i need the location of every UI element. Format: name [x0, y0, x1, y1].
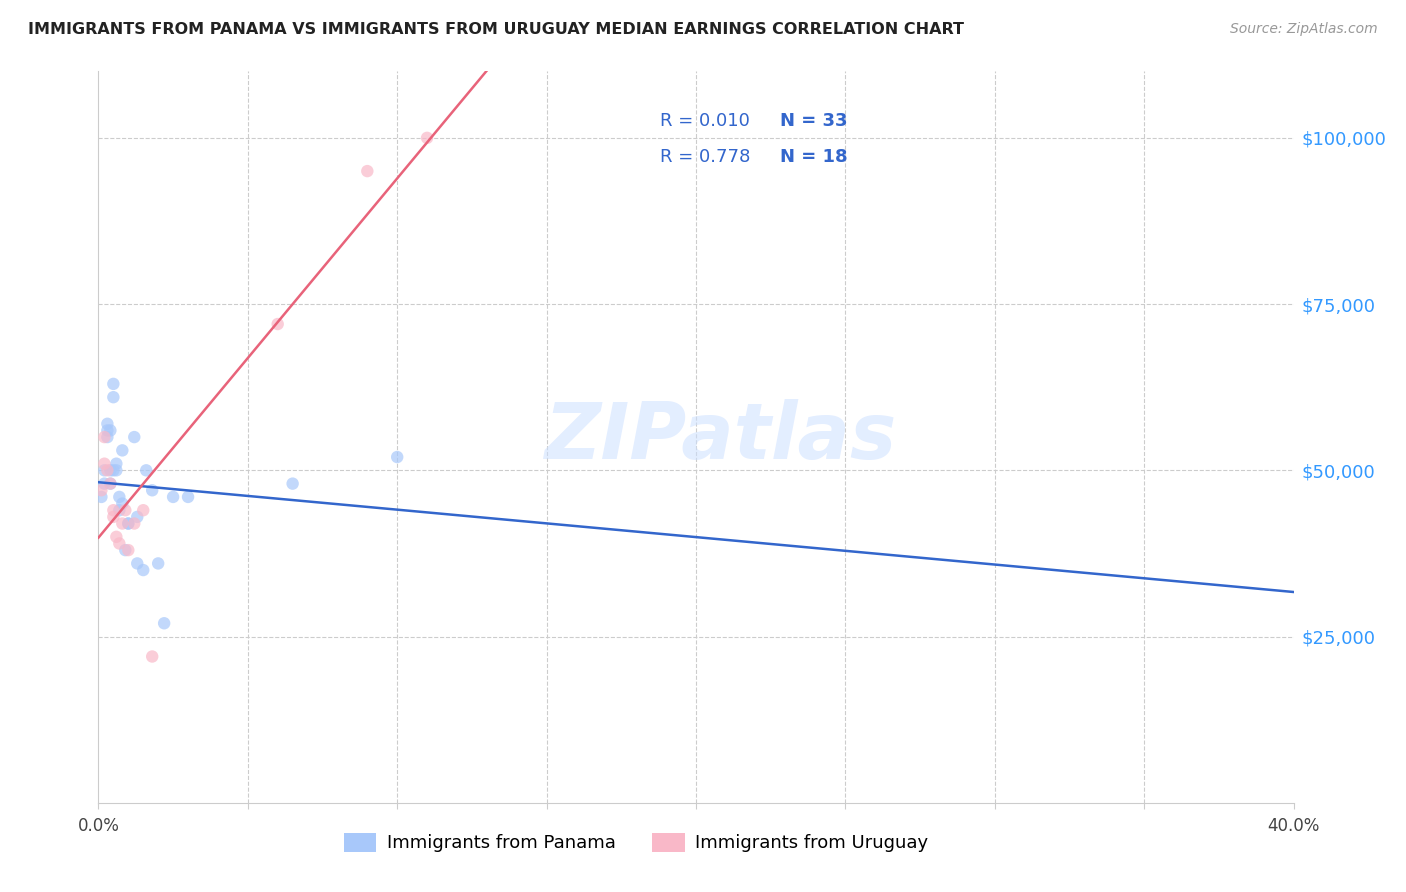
Point [416, 131, 439, 145]
Point [111, 516, 134, 531]
Point [114, 503, 136, 517]
Text: R = 0.778: R = 0.778 [661, 148, 751, 166]
Text: IMMIGRANTS FROM PANAMA VS IMMIGRANTS FROM URUGUAY MEDIAN EARNINGS CORRELATION CH: IMMIGRANTS FROM PANAMA VS IMMIGRANTS FRO… [28, 22, 965, 37]
Point [103, 509, 125, 524]
Point [117, 543, 139, 558]
Point [98, 463, 122, 477]
Point [127, 509, 149, 524]
Point [153, 616, 176, 631]
Text: N = 33: N = 33 [780, 112, 848, 129]
Point [98, 424, 122, 438]
Text: Source: ZipAtlas.com: Source: ZipAtlas.com [1230, 22, 1378, 37]
Point [385, 450, 409, 464]
Point [90, 483, 112, 498]
Point [103, 376, 125, 391]
Point [177, 490, 200, 504]
Point [105, 463, 128, 477]
Point [132, 503, 155, 517]
Point [162, 490, 184, 504]
Point [111, 497, 134, 511]
Legend: Immigrants from Panama, Immigrants from Uruguay: Immigrants from Panama, Immigrants from … [336, 826, 936, 860]
Point [93, 430, 115, 444]
Text: N = 18: N = 18 [780, 148, 848, 166]
Point [111, 443, 134, 458]
Point [141, 649, 163, 664]
Text: ZIPatlas: ZIPatlas [544, 399, 896, 475]
Point [141, 483, 163, 498]
Point [148, 557, 170, 571]
Point [98, 476, 122, 491]
Point [103, 390, 125, 404]
Point [108, 503, 131, 517]
Point [96, 430, 118, 444]
Point [105, 457, 128, 471]
Point [108, 490, 131, 504]
Point [96, 424, 118, 438]
Point [93, 463, 115, 477]
Point [103, 463, 125, 477]
Point [108, 536, 131, 550]
Point [124, 430, 146, 444]
Point [114, 543, 136, 558]
Point [93, 457, 115, 471]
Point [117, 516, 139, 531]
Point [124, 516, 146, 531]
Point [103, 503, 125, 517]
Point [127, 557, 149, 571]
Point [105, 530, 128, 544]
Point [98, 476, 122, 491]
Point [96, 417, 118, 431]
Point [132, 563, 155, 577]
Point [96, 463, 118, 477]
Text: R = 0.010: R = 0.010 [661, 112, 749, 129]
Point [281, 476, 304, 491]
Point [356, 164, 378, 178]
Point [93, 476, 115, 491]
Point [90, 490, 112, 504]
Point [267, 317, 290, 331]
Point [135, 463, 157, 477]
Point [117, 516, 139, 531]
